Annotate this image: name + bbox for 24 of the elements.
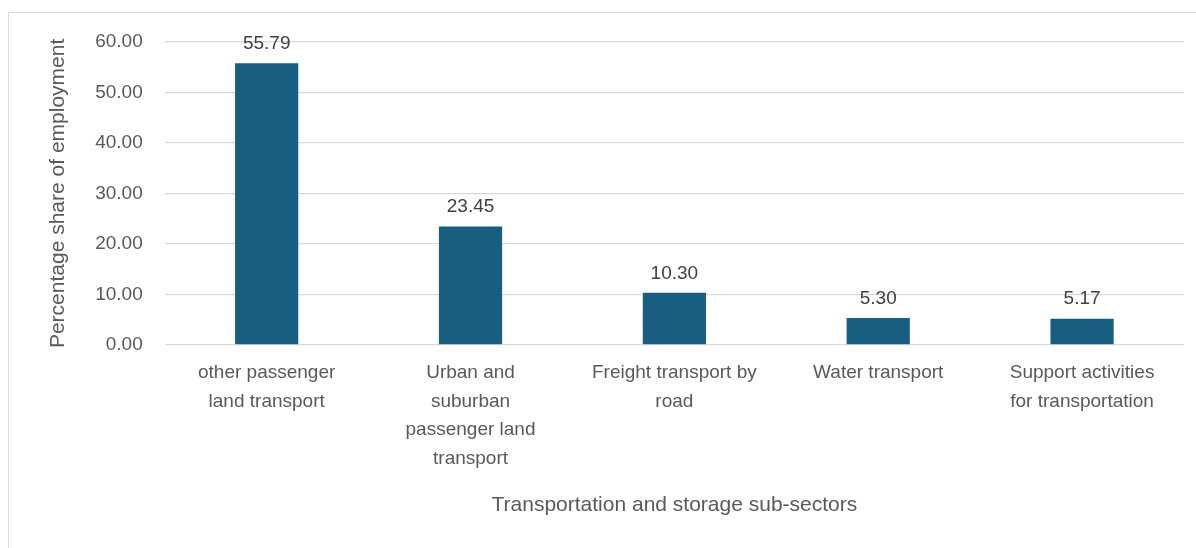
y-tick-label: 20.00: [95, 232, 143, 254]
bar: [1050, 318, 1114, 345]
x-tick-label: Support activities for transportation: [1009, 361, 1155, 411]
data-label: 5.30: [859, 286, 897, 308]
bar: [235, 63, 299, 345]
data-label: 23.45: [446, 195, 495, 217]
y-tick-label: 50.00: [95, 80, 143, 102]
y-tick-label: 30.00: [95, 181, 143, 203]
x-axis-title: Transportation and storage sub-sectors: [491, 492, 858, 516]
bar: [438, 226, 503, 345]
y-tick-label: 10.00: [95, 282, 143, 304]
y-tick-label: 0.00: [105, 333, 143, 355]
y-axis-title: Percentage share of employment: [45, 38, 69, 349]
x-tick-label: Freight transport by road: [592, 361, 758, 411]
y-tick-label: 60.00: [95, 30, 143, 52]
y-tick-label: 40.00: [95, 131, 143, 153]
x-tick-label: Water transport: [813, 361, 945, 383]
bar: [846, 318, 910, 345]
bar: [642, 292, 706, 345]
data-label: 10.30: [650, 261, 699, 283]
x-tick-label: Urban and suburban passenger land transport: [405, 361, 536, 468]
x-tick-label: other passenger land transport: [198, 361, 336, 411]
data-label: 55.79: [242, 31, 291, 53]
data-label: 5.17: [1063, 287, 1101, 309]
